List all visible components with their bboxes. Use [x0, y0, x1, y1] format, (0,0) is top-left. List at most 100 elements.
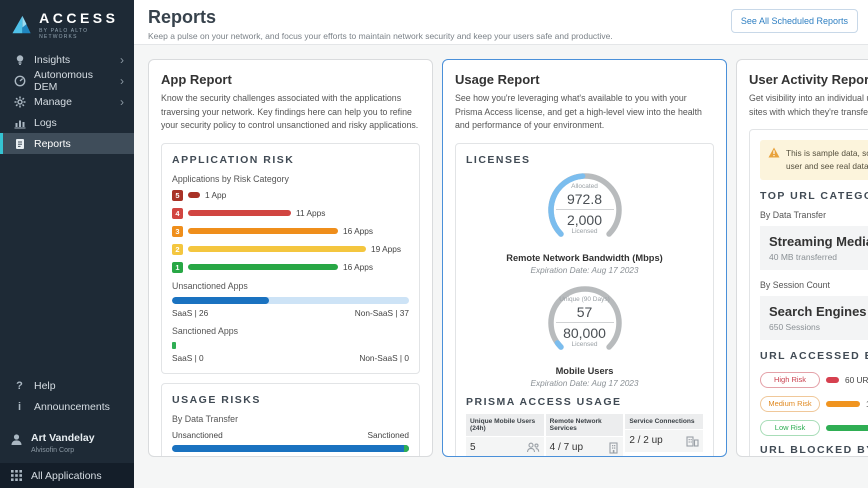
page-header: Reports Keep a pulse on your network, an…	[134, 0, 868, 45]
gauge-expiration: Expiration Date: Aug 17 2023	[530, 377, 639, 388]
sidebar-item-insights[interactable]: Insights ›	[0, 49, 134, 70]
high-risk-pill: High Risk	[760, 371, 820, 388]
sidebar-item-manage[interactable]: Manage ›	[0, 91, 134, 112]
gauge-title: Remote Network Bandwidth (Mbps)	[506, 252, 663, 263]
sanctioned-tip	[404, 444, 409, 452]
user-menu[interactable]: Art Vandelay Alvisofin Corp	[0, 425, 134, 463]
data-transfer-bar	[172, 444, 409, 452]
risk-category-row: 1 16 Apps	[172, 261, 409, 273]
sidebar-nav: Insights › Autonomous DEM › Manage ›	[0, 49, 134, 154]
warning-line: This is sample data, so you can see wh	[786, 148, 868, 159]
bandwidth-license-gauge: Allocated 972.8 2,000 Licensed Remote Ne…	[466, 168, 703, 279]
low-risk-pill: Low Risk	[760, 419, 820, 436]
app-report-card[interactable]: App Report Know the security challenges …	[148, 59, 433, 457]
mobile-users-icon	[526, 442, 539, 452]
user-avatar-icon	[10, 433, 23, 446]
mobile-users-license-gauge: Unique (90 Days) 57 80,000 Licensed Mobi…	[466, 281, 703, 392]
gauge-labels: Unique (90 Days) 57 80,000 Licensed	[535, 296, 635, 348]
top-category-data-transfer: Streaming Media 40 MB transferred	[760, 225, 868, 270]
unsanctioned-apps-values: SaaS | 26 Non-SaaS | 37	[172, 308, 409, 318]
gauge-top-label: Allocated	[571, 182, 598, 190]
risk-level-badge: 2	[172, 243, 183, 255]
usage-report-card[interactable]: Usage Report See how you're leveraging w…	[442, 59, 727, 457]
sample-data-warning: This is sample data, so you can see wh u…	[760, 140, 868, 180]
sidebar-item-label: Announcements	[34, 400, 110, 413]
announcements-icon: i	[17, 400, 22, 413]
user-activity-report-card[interactable]: User Activity Report Get visibility into…	[736, 59, 868, 457]
sidebar-item-autonomous-dem[interactable]: Autonomous DEM ›	[0, 68, 134, 93]
unsanctioned-label: Unsanctioned	[172, 429, 223, 440]
sidebar-item-logs[interactable]: Logs	[0, 112, 134, 133]
user-info: Art Vandelay Alvisofin Corp	[31, 432, 95, 454]
remote-network-icon	[609, 442, 618, 454]
access-logo[interactable]: ACCESS BY PALO ALTO NETWORKS	[0, 0, 134, 49]
unsanctioned-value: 4.9 GB	[172, 456, 198, 457]
saas-fill	[172, 296, 270, 304]
see-all-scheduled-reports-button[interactable]: See All Scheduled Reports	[730, 9, 858, 33]
risk-bar	[188, 228, 338, 235]
cell-value: 5	[470, 441, 476, 453]
gear-icon	[13, 96, 26, 108]
category-value: 40 MB transferred	[769, 251, 838, 262]
table-column: Unique Mobile Users (24h) 5	[466, 413, 544, 456]
card-description: Know the security challenges associated …	[161, 93, 419, 131]
top-url-categories-heading: TOP URL CATEGORIES	[760, 189, 868, 202]
application-risk-panel: APPLICATION RISK Applications by Risk Ca…	[161, 142, 420, 374]
risk-bar	[188, 192, 200, 199]
card-description: See how you're leveraging what's availab…	[455, 93, 702, 131]
service-connections-icon	[686, 436, 699, 447]
page-subtitle: Keep a pulse on your network, and focus …	[148, 31, 613, 41]
risk-category-row: 3 16 Apps	[172, 225, 409, 237]
logo-triangle-icon	[12, 15, 31, 34]
column-value-cell: 5	[466, 436, 544, 456]
column-value-cell: 4 / 7 up	[545, 436, 624, 456]
prisma-usage-table: Unique Mobile Users (24h) 5 Remote Netwo…	[466, 413, 704, 456]
sanctioned-apps-values: SaaS | 0 Non-SaaS | 0	[172, 353, 409, 363]
risk-bar	[826, 400, 860, 407]
by-data-transfer-label: By Data Transfer	[172, 413, 239, 424]
gauge-arc: Unique (90 Days) 57 80,000 Licensed	[535, 281, 635, 365]
risk-row-medium: Medium Risk 100 URLs	[760, 395, 868, 412]
unsanctioned-apps-bar	[172, 296, 409, 304]
page-title: Reports	[148, 7, 217, 27]
sidebar-item-help[interactable]: ? Help	[0, 375, 134, 396]
gauge-top-label: Unique (90 Days)	[559, 295, 610, 303]
card-description: Get visibility into an individual users'…	[749, 92, 868, 119]
gauge-divider	[555, 208, 614, 210]
risk-count: 16 Apps	[343, 262, 373, 273]
by-session-count-label: By Session Count	[760, 279, 830, 290]
grid-icon	[10, 470, 23, 481]
sidebar-spacer	[0, 154, 134, 375]
risk-bar	[188, 264, 338, 271]
sidebar-item-label: Help	[34, 379, 56, 392]
sanctioned-label: Sanctioned	[367, 429, 409, 440]
risk-category-row: 2 19 Apps	[172, 243, 409, 255]
risk-row-low: Low Risk	[760, 419, 868, 436]
unsanctioned-apps-label: Unsanctioned Apps	[172, 280, 248, 291]
warning-text: This is sample data, so you can see wh u…	[786, 147, 868, 173]
table-column: Service Connections 2 / 2 up	[625, 413, 704, 456]
logo-title: ACCESS	[39, 10, 119, 26]
gauge-title: Mobile Users	[555, 365, 614, 376]
gauge-labels: Allocated 972.8 2,000 Licensed	[535, 183, 635, 235]
sanctioned-apps-label: Sanctioned Apps	[172, 325, 239, 336]
column-header: Unique Mobile Users (24h)	[466, 413, 544, 436]
reports-row: App Report Know the security challenges …	[134, 45, 868, 457]
sidebar-item-reports[interactable]: Reports	[0, 133, 134, 154]
cell-value: 4 / 7 up	[549, 442, 584, 454]
panel-heading: LICENSES	[466, 153, 531, 166]
gauge-bottom-label: Licensed	[571, 227, 598, 235]
risk-bar	[826, 424, 868, 431]
panel-heading: USAGE RISKS	[172, 393, 261, 406]
all-applications-button[interactable]: All Applications	[0, 463, 134, 488]
sidebar-item-label: Autonomous DEM	[34, 68, 93, 93]
report-document-icon	[13, 138, 26, 150]
category-value: 650 Sessions	[769, 321, 821, 332]
url-blocked-heading: URL BLOCKED BY RISK	[760, 443, 868, 456]
sidebar-item-label: Insights	[34, 53, 71, 66]
gauge-bottom-label: Licensed	[571, 340, 598, 348]
risk-level-badge: 1	[172, 261, 183, 273]
sidebar-item-label: Manage	[34, 95, 72, 108]
sidebar-item-announcements[interactable]: i Announcements	[0, 396, 134, 417]
risk-bar	[188, 210, 291, 217]
